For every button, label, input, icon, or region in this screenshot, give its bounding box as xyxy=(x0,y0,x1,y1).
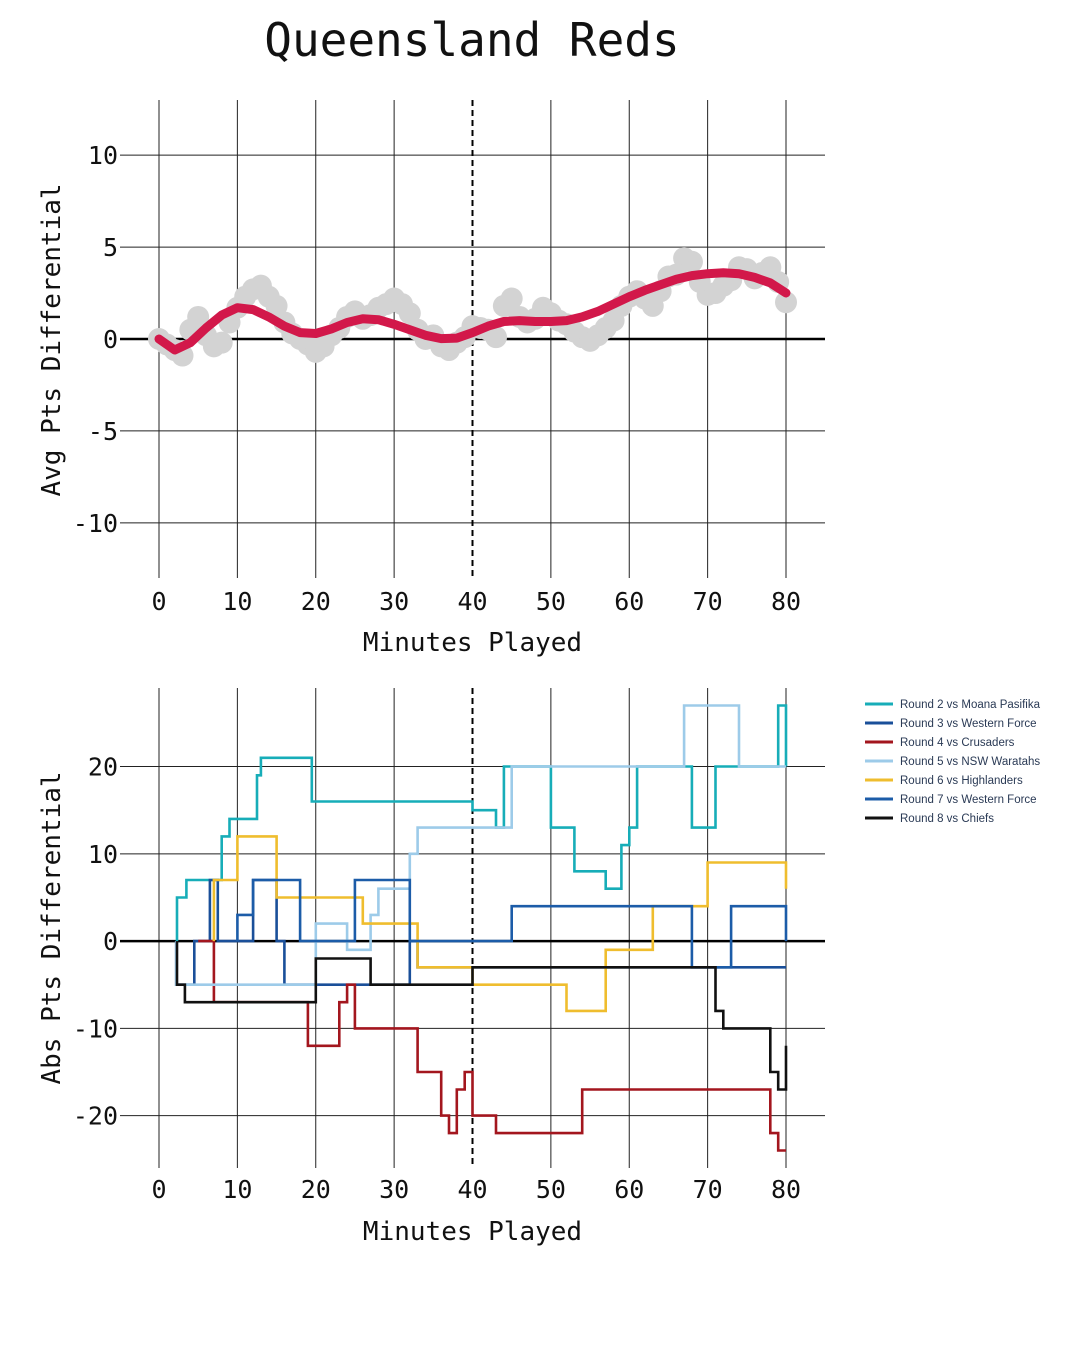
x-tick-label: 40 xyxy=(457,587,487,616)
x-tick-label: 40 xyxy=(457,1175,487,1204)
x-tick-label: 20 xyxy=(301,587,331,616)
scatter-point xyxy=(775,291,797,314)
legend-label: Round 5 vs NSW Waratahs xyxy=(900,756,1040,768)
abs-differential-chart: 0 10 20 30 40 50 60 70 80 -20 -10 0 10 20 Minutes Play… xyxy=(37,688,825,1247)
trend-line xyxy=(154,268,791,355)
y-tick-label: -10 xyxy=(73,1014,118,1043)
series-line xyxy=(198,939,786,1152)
y-axis-label: Avg Pts Differential xyxy=(37,183,67,496)
x-tick-label: 70 xyxy=(693,1175,723,1204)
scatter-point xyxy=(485,326,508,349)
x-tick-label: 0 xyxy=(151,1175,166,1204)
avg-differential-chart: 0 10 20 30 40 50 60 70 80 -10 -5 0 5 10 Minutes Played… xyxy=(37,100,825,658)
y-tick-label: 0 xyxy=(103,927,118,956)
x-tick-label: 60 xyxy=(614,587,644,616)
chart-title: Queensland Reds xyxy=(264,13,679,67)
x-axis-label: Minutes Played xyxy=(363,1217,582,1247)
scatter-point xyxy=(187,305,210,328)
x-tick-label: 60 xyxy=(614,1175,644,1204)
x-tick-label: 80 xyxy=(771,587,801,616)
legend-label: Round 7 vs Western Force xyxy=(900,794,1037,806)
y-tick-label: 5 xyxy=(103,233,118,262)
x-tick-label: 30 xyxy=(379,1175,409,1204)
scatter-point xyxy=(500,287,523,310)
x-tick-label: 10 xyxy=(222,587,252,616)
y-tick-label: 0 xyxy=(103,325,118,354)
scatter-point xyxy=(265,294,288,317)
x-tick-label: 70 xyxy=(693,587,723,616)
y-axis-label: Abs Pts Differential xyxy=(37,771,67,1084)
legend-label: Round 3 vs Western Force xyxy=(900,718,1037,730)
series-line xyxy=(174,878,786,986)
series-line xyxy=(175,941,788,1091)
y-tick-label: 20 xyxy=(88,753,118,782)
series-line xyxy=(236,878,788,969)
y-tick-label: 10 xyxy=(88,840,118,869)
y-tick-label: 10 xyxy=(88,141,118,170)
scatter-point xyxy=(398,302,421,325)
chart-legend: Round 2 vs Moana Pasifika Round 3 vs West… xyxy=(865,699,1041,825)
x-axis-label: Minutes Played xyxy=(363,628,582,658)
x-tick-label: 0 xyxy=(151,587,166,616)
scatter-point xyxy=(210,331,233,354)
legend-label: Round 6 vs Highlanders xyxy=(900,775,1023,787)
legend-label: Round 8 vs Chiefs xyxy=(900,813,994,825)
scatter-point xyxy=(680,250,703,273)
x-tick-label: 30 xyxy=(379,587,409,616)
x-tick-label: 10 xyxy=(222,1175,252,1204)
x-tick-label: 80 xyxy=(771,1175,801,1204)
x-tick-label: 50 xyxy=(536,1175,566,1204)
x-tick-label: 20 xyxy=(301,1175,331,1204)
y-tick-label: -10 xyxy=(73,509,118,538)
x-tick-label: 50 xyxy=(536,587,566,616)
legend-label: Round 2 vs Moana Pasifika xyxy=(900,699,1041,711)
legend-label: Round 4 vs Crusaders xyxy=(900,737,1015,749)
y-tick-label: -5 xyxy=(88,417,118,446)
series-line xyxy=(174,704,786,986)
y-tick-label: -20 xyxy=(73,1102,118,1131)
series-line xyxy=(175,704,788,942)
